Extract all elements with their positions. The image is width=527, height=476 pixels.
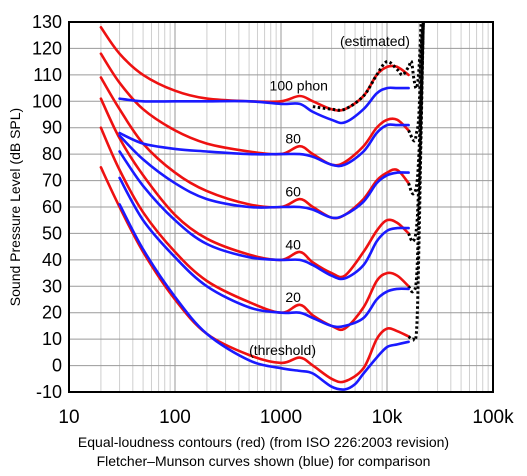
- fletcher-munson-curve: [118, 134, 410, 220]
- y-tick-label: -10: [36, 382, 62, 402]
- x-tick-label: 100: [159, 407, 191, 428]
- y-tick-label: 30: [42, 276, 62, 296]
- curve-label: 60: [285, 183, 301, 199]
- fletcher-munson-curve: [118, 123, 410, 168]
- plot-frame: [68, 21, 494, 393]
- curve-label: (threshold): [249, 342, 316, 358]
- fletcher-munson-curve: [118, 176, 410, 329]
- y-tick-label: 50: [42, 223, 62, 243]
- y-tick-label: 110: [33, 65, 62, 85]
- iso-curve: [99, 126, 410, 332]
- y-tick-label: 80: [42, 144, 62, 164]
- x-tick-label: 10: [58, 407, 79, 428]
- y-tick-label: 100: [32, 91, 62, 111]
- caption-iso: Equal-loudness contours (red) (from ISO …: [77, 434, 450, 450]
- iso-curve: [99, 76, 410, 220]
- y-tick-label: 20: [42, 303, 62, 323]
- fletcher-munson-curve: [118, 150, 410, 281]
- y-tick-label: 40: [42, 250, 62, 270]
- iso-curve: [99, 52, 410, 167]
- iso-curve: [99, 97, 410, 279]
- x-tick-label: 1000: [260, 407, 302, 428]
- y-tick-label: 60: [42, 197, 62, 217]
- estimated-curve: [407, 21, 425, 143]
- curve-label: (estimated): [340, 33, 410, 49]
- annotations: (estimated) 100 phon 80 60 40 20 (threshold): [249, 33, 410, 358]
- iso-curve: [99, 166, 410, 384]
- curve-label: 40: [285, 236, 301, 252]
- estimated-curve: [407, 21, 425, 343]
- x-tick-label: 100k: [472, 407, 514, 428]
- estimated-curve: [407, 21, 425, 294]
- fletcher-munson-curve: [118, 203, 410, 391]
- iso-curve: [99, 25, 410, 112]
- y-axis-label: Sound Pressure Level (dB SPL): [7, 108, 23, 306]
- caption-fletcher-munson: Fletcher–Munson curves shown (blue) for …: [96, 453, 431, 469]
- y-tick-label: 0: [52, 356, 62, 376]
- y-tick-label: 10: [42, 329, 62, 349]
- curve-label: 100 phon: [270, 78, 328, 94]
- y-tick-label: 130: [32, 12, 62, 32]
- fletcher-munson-curve: [118, 86, 410, 125]
- curve-label: 80: [285, 131, 301, 147]
- y-tick-label: 120: [32, 38, 62, 58]
- x-tick-label: 10k: [372, 407, 403, 428]
- y-tick-label: 70: [42, 171, 62, 191]
- y-tick-label: 90: [42, 118, 62, 138]
- series-layer: [99, 21, 425, 391]
- curve-label: 20: [285, 289, 301, 305]
- tick-labels: -10 0 10 20 30 40 50 60 70 80 90 100 110 120 130 10 100 1…: [32, 12, 514, 428]
- estimated-curve: [312, 21, 423, 112]
